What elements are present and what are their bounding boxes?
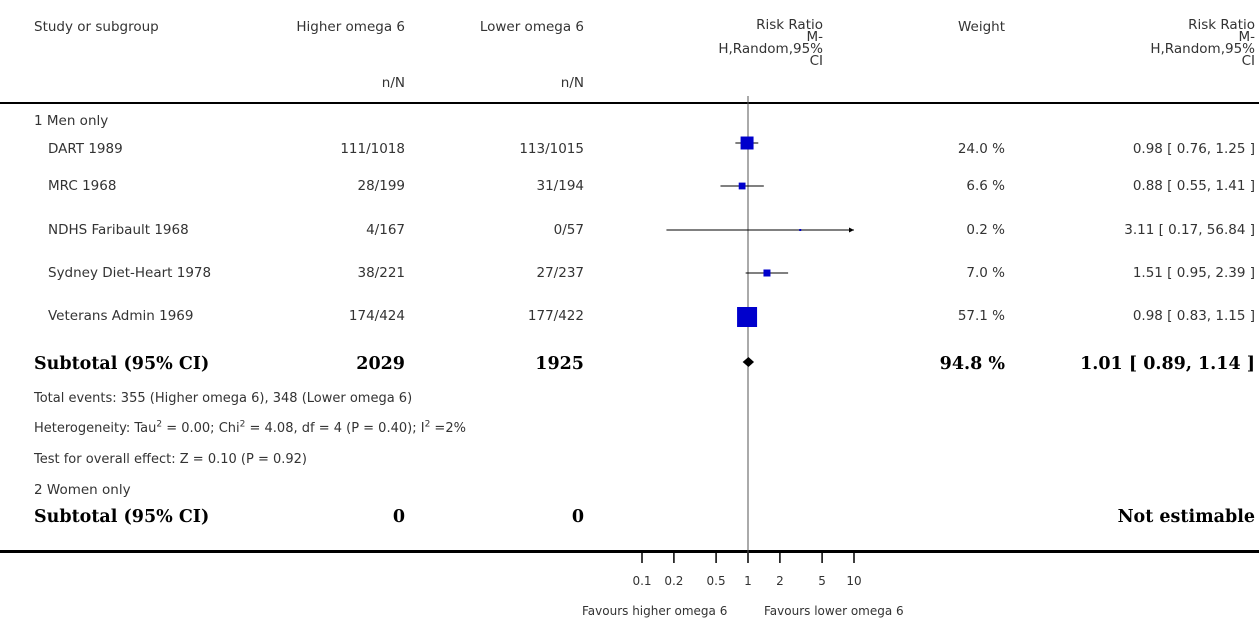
header-rule: [0, 102, 1259, 104]
superscript: 2: [239, 419, 246, 430]
heterogeneity-note: Heterogeneity: Tau2 = 0.00; Chi2 = 4.08,…: [34, 419, 466, 436]
study-ci: 0.98 [ 0.76, 1.25 ]: [1132, 141, 1255, 157]
favours-right-label: Favours lower omega 6: [764, 604, 904, 618]
axis-tick-label: 5: [818, 574, 826, 588]
effect-square: [738, 182, 746, 190]
header-group1-nn: n/N: [381, 75, 405, 91]
total-events-note: Total events: 355 (Higher omega 6), 348 …: [34, 391, 413, 406]
subtotal-label: Subtotal (95% CI): [34, 507, 210, 527]
heterogeneity-part1: Heterogeneity: Tau: [34, 421, 157, 436]
heterogeneity-part4: =2%: [430, 421, 466, 436]
header-rr-plot-method1: M-: [806, 29, 823, 45]
study-weight: 7.0 %: [966, 265, 1005, 281]
ci-arrow: [849, 227, 854, 233]
axis-tick-label: 2: [776, 574, 784, 588]
header-rr-plot: Risk Ratio M- H,Random,95% CI: [718, 17, 823, 69]
study-group2: 113/1015: [519, 141, 584, 157]
subtotal-diamond: [742, 357, 755, 367]
study-name: Sydney Diet-Heart 1978: [48, 265, 212, 281]
axis-tick-label: 0.2: [664, 574, 683, 588]
header-rr-plot-method3: CI: [809, 53, 823, 69]
heterogeneity-part3: = 4.08, df = 4 (P = 0.40); I: [245, 421, 425, 436]
header-rr-text: Risk Ratio M- H,Random,95% CI: [1150, 17, 1255, 69]
header-group2: Lower omega 6: [479, 19, 584, 35]
header-group2-nn: n/N: [560, 75, 584, 91]
effect-square: [763, 269, 771, 277]
study-name: MRC 1968: [48, 178, 117, 194]
subgroup-label: 1 Men only: [34, 113, 109, 129]
study-ci: 0.88 [ 0.55, 1.41 ]: [1132, 178, 1255, 194]
favours-left-label: Favours higher omega 6: [582, 604, 728, 618]
study-name: Veterans Admin 1969: [48, 308, 194, 324]
superscript: 2: [156, 419, 163, 430]
header-study: Study or subgroup: [34, 19, 159, 35]
study-ci: 1.51 [ 0.95, 2.39 ]: [1132, 265, 1255, 281]
study-group1: 111/1018: [340, 141, 405, 157]
axis-tick-label: 0.1: [632, 574, 651, 588]
effect-square: [799, 229, 802, 231]
superscript: 2: [424, 419, 431, 430]
subtotal-label: Subtotal (95% CI): [34, 354, 210, 374]
effect-square: [740, 136, 754, 150]
header-weight: Weight: [957, 19, 1005, 35]
effect-square: [737, 307, 758, 327]
study-group2: 27/237: [536, 265, 585, 281]
study-weight: 0.2 %: [966, 222, 1005, 238]
header-rr-text-method3: CI: [1241, 53, 1255, 69]
subtotal-group1: 2029: [356, 354, 405, 374]
header-rr-plot-title: Risk Ratio: [756, 17, 823, 33]
axis-tick-label: 1: [744, 574, 752, 588]
header-rr-text-title: Risk Ratio: [1188, 17, 1255, 33]
study-ci: 3.11 [ 0.17, 56.84 ]: [1124, 222, 1255, 238]
study-ci: 0.98 [ 0.83, 1.15 ]: [1132, 308, 1255, 324]
subtotal-ci: 1.01 [ 0.89, 1.14 ]: [1080, 354, 1255, 374]
header-group1: Higher omega 6: [296, 19, 405, 35]
header-rr-text-method2: H,Random,95%: [1150, 41, 1255, 57]
study-group1: 174/424: [348, 308, 405, 324]
header-rr-text-method1: M-: [1238, 29, 1255, 45]
study-name: DART 1989: [48, 141, 123, 157]
study-group1: 28/199: [357, 178, 406, 194]
study-weight: 24.0 %: [957, 141, 1005, 157]
study-group2: 31/194: [536, 178, 585, 194]
study-group2: 177/422: [527, 308, 584, 324]
subtotal-weight: 94.8 %: [939, 354, 1005, 374]
heterogeneity-part2: = 0.00; Chi: [162, 421, 240, 436]
footer-rule: [0, 550, 1259, 553]
study-group1: 4/167: [366, 222, 405, 238]
study-name: NDHS Faribault 1968: [48, 222, 189, 238]
study-group2: 0/57: [553, 222, 584, 238]
subtotal-group2: 0: [571, 507, 584, 527]
study-weight: 57.1 %: [957, 308, 1005, 324]
subtotal-group1: 0: [392, 507, 405, 527]
subgroup-label: 2 Women only: [34, 482, 131, 498]
axis-tick-label: 0.5: [707, 574, 726, 588]
study-group1: 38/221: [357, 265, 406, 281]
study-weight: 6.6 %: [966, 178, 1005, 194]
header-rr-plot-method2: H,Random,95%: [718, 41, 823, 57]
overall-effect-note: Test for overall effect: Z = 0.10 (P = 0…: [34, 452, 307, 467]
subtotal-group2: 1925: [535, 354, 584, 374]
subtotal-ci: Not estimable: [1117, 507, 1255, 527]
axis-tick-label: 10: [846, 574, 861, 588]
